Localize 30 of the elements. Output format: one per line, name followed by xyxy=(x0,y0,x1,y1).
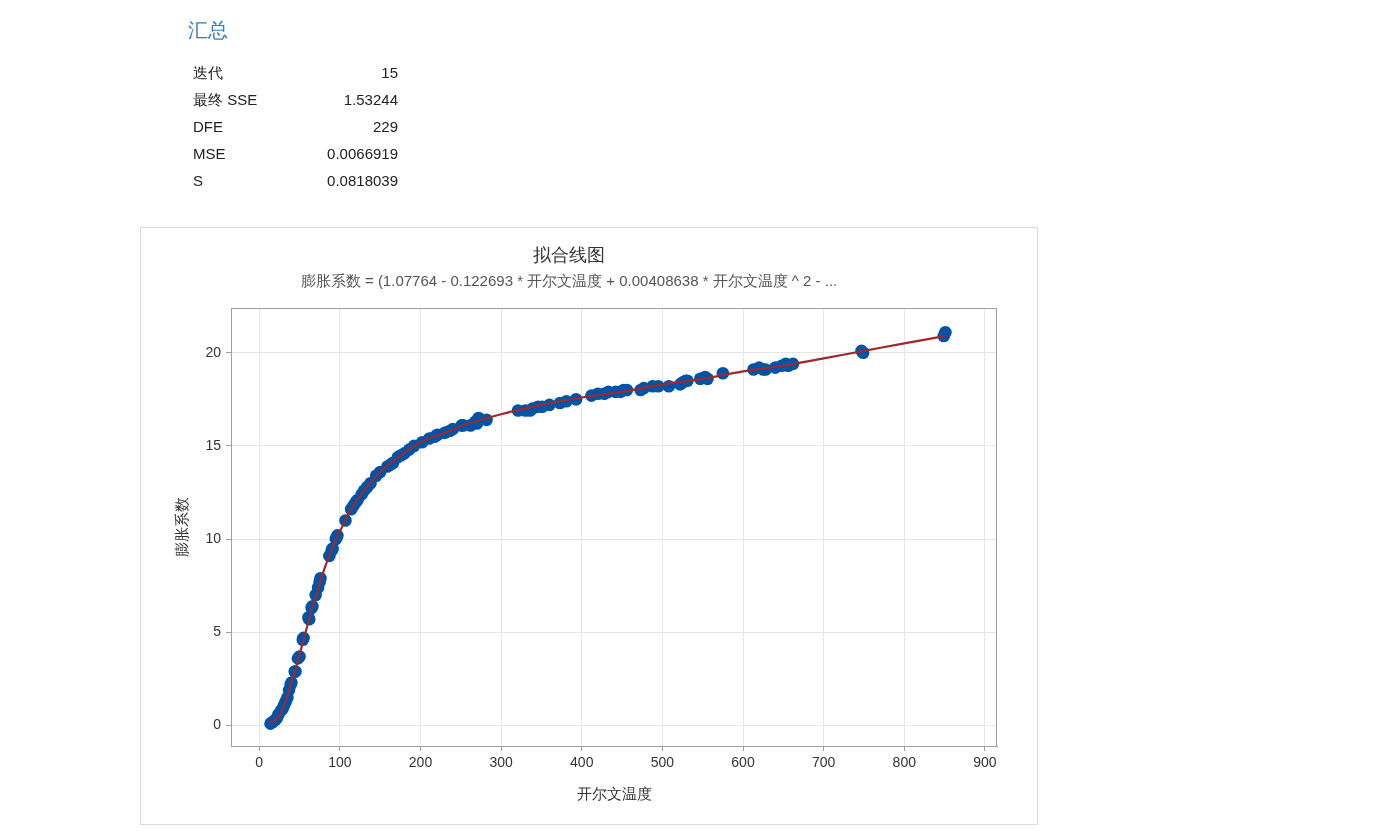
data-label: 1.53244 xyxy=(343,89,398,110)
x-tick-label: 600 xyxy=(731,754,755,771)
data-label: 15 xyxy=(381,62,398,83)
y-tick-label: 20 xyxy=(205,343,222,360)
data-label: 0.0818039 xyxy=(327,170,398,191)
data-label: 229 xyxy=(372,116,398,137)
x-tick-label: 800 xyxy=(892,754,917,771)
y-tick-label: 0 xyxy=(213,716,222,733)
category-label: 最终 SSE xyxy=(193,89,258,110)
category-label: DFE xyxy=(193,116,223,137)
x-axis-title: 开尔文温度 xyxy=(576,785,652,803)
chart-subtitle: 膨胀系数 = (1.07764 - 0.122693 * 开尔文温度 + 0.00408638 * 开尔文温度 ^ 2 - ... xyxy=(300,271,838,289)
x-tick-label: 900 xyxy=(973,754,997,771)
chart-title: 拟合线图 xyxy=(533,244,605,265)
y-tick-label: 5 xyxy=(213,623,222,640)
x-tick-label: 700 xyxy=(811,754,836,771)
category-label: 迭代 xyxy=(193,62,223,83)
x-tick-label: 0 xyxy=(255,754,264,771)
y-tick-label: 10 xyxy=(205,529,222,546)
x-tick-label: 200 xyxy=(408,754,433,771)
data-label: 0.0066919 xyxy=(327,143,398,164)
y-tick-label: 15 xyxy=(205,436,222,453)
y-axis-title: 膨胀系数 xyxy=(173,497,191,557)
x-tick-label: 100 xyxy=(328,754,352,771)
category-label: MSE xyxy=(193,143,226,164)
x-tick-label: 300 xyxy=(489,754,514,771)
x-tick-label: 400 xyxy=(570,754,594,771)
category-label: S xyxy=(193,170,204,191)
x-tick-label: 500 xyxy=(650,754,675,771)
text: 汇总 xyxy=(188,18,229,43)
